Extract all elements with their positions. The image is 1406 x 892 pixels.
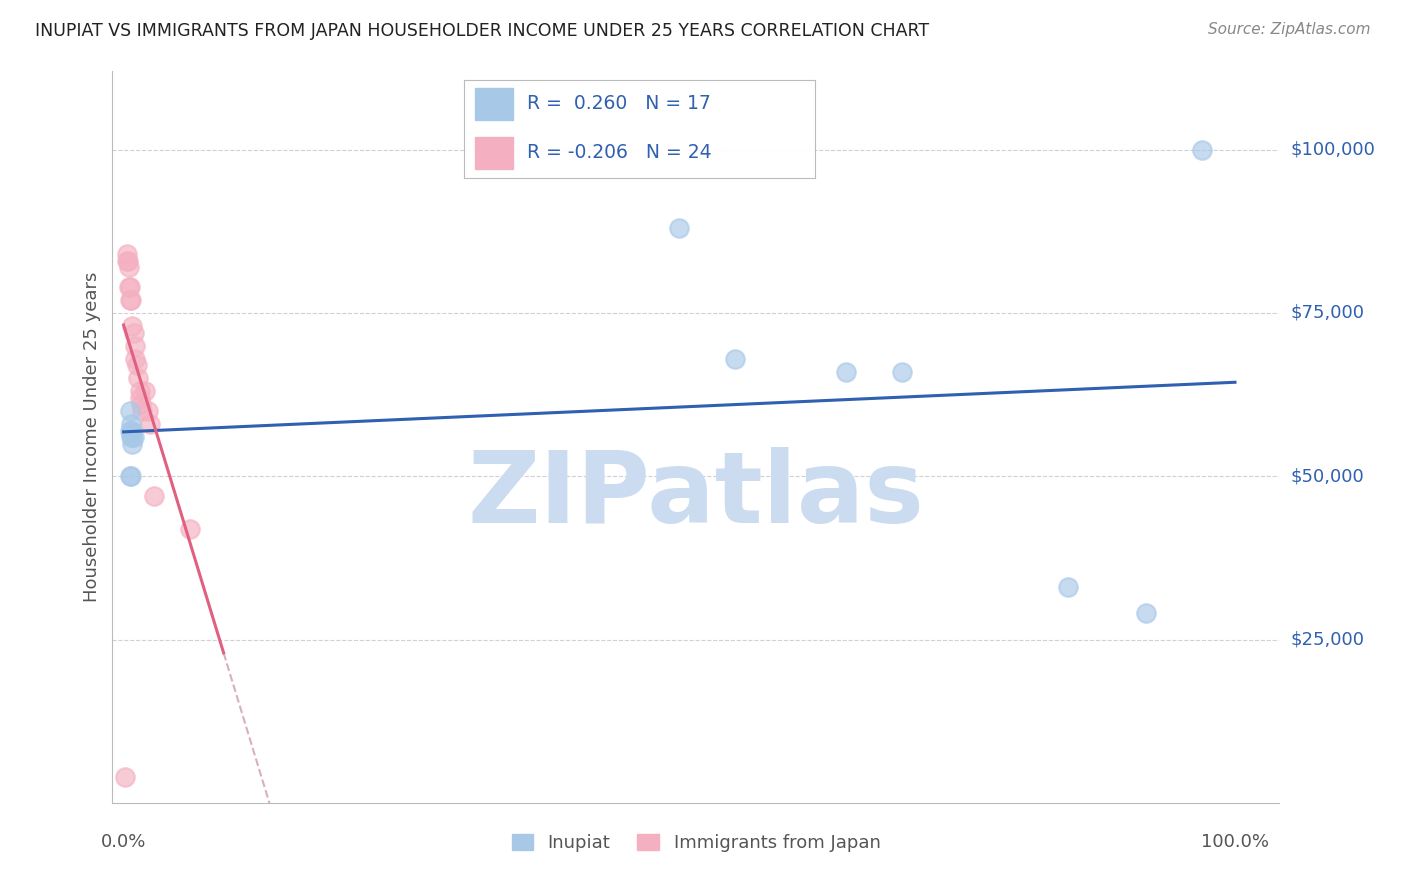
Point <box>121 436 143 450</box>
Point <box>668 221 690 235</box>
Text: $100,000: $100,000 <box>1291 141 1375 159</box>
Text: $50,000: $50,000 <box>1291 467 1364 485</box>
Point <box>120 293 142 307</box>
Point <box>115 253 138 268</box>
Point <box>890 365 912 379</box>
Legend: Inupiat, Immigrants from Japan: Inupiat, Immigrants from Japan <box>505 827 887 860</box>
Point <box>1057 580 1080 594</box>
Point <box>120 417 142 431</box>
Point <box>724 351 747 366</box>
Point <box>129 384 152 399</box>
Text: ZIPatlas: ZIPatlas <box>468 447 924 544</box>
Point <box>127 371 149 385</box>
Point <box>118 260 141 275</box>
Point <box>120 404 142 418</box>
Text: Source: ZipAtlas.com: Source: ZipAtlas.com <box>1208 22 1371 37</box>
Point <box>120 280 142 294</box>
Point <box>114 770 136 784</box>
Point <box>115 247 138 261</box>
Text: R = -0.206   N = 24: R = -0.206 N = 24 <box>527 144 711 162</box>
Point <box>117 253 139 268</box>
Point <box>121 430 143 444</box>
Point <box>129 391 152 405</box>
Point <box>122 326 145 340</box>
Point <box>131 397 153 411</box>
Point <box>179 521 201 535</box>
Text: R =  0.260   N = 17: R = 0.260 N = 17 <box>527 95 711 113</box>
Text: 100.0%: 100.0% <box>1201 833 1270 851</box>
Text: $25,000: $25,000 <box>1291 631 1365 648</box>
Point <box>122 430 145 444</box>
Point <box>131 404 153 418</box>
Point <box>120 469 142 483</box>
Point <box>121 424 143 438</box>
Point <box>1135 607 1157 621</box>
Point <box>120 469 142 483</box>
Point <box>120 424 142 438</box>
Point <box>124 338 146 352</box>
Y-axis label: Householder Income Under 25 years: Householder Income Under 25 years <box>83 272 101 602</box>
Text: 0.0%: 0.0% <box>101 833 146 851</box>
Bar <box>475 88 513 120</box>
Point <box>125 358 148 372</box>
Point <box>120 293 142 307</box>
Text: $75,000: $75,000 <box>1291 304 1365 322</box>
Point <box>142 489 165 503</box>
Point <box>136 404 159 418</box>
Point <box>120 430 142 444</box>
Point <box>124 351 146 366</box>
Point <box>134 384 156 399</box>
Point <box>120 424 142 438</box>
Text: INUPIAT VS IMMIGRANTS FROM JAPAN HOUSEHOLDER INCOME UNDER 25 YEARS CORRELATION C: INUPIAT VS IMMIGRANTS FROM JAPAN HOUSEHO… <box>35 22 929 40</box>
Point <box>835 365 858 379</box>
Point <box>118 280 141 294</box>
Point <box>139 417 162 431</box>
Bar <box>475 137 513 169</box>
Point <box>121 319 143 334</box>
Point <box>1191 143 1213 157</box>
